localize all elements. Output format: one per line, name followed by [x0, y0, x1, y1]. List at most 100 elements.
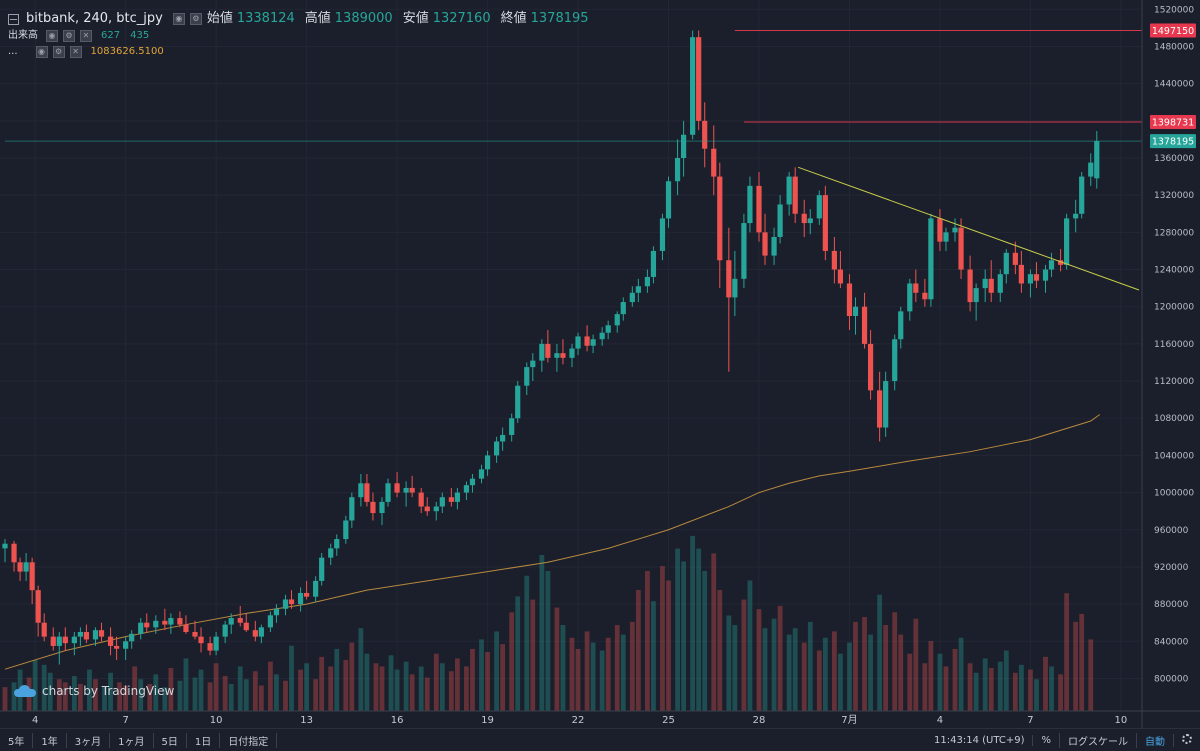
candle-body [192, 632, 198, 637]
candle-body [515, 385, 521, 419]
chart-settings-button[interactable] [1173, 733, 1200, 747]
log-scale-button[interactable]: ログスケール [1059, 732, 1136, 748]
volume-bar [762, 628, 768, 711]
ma-settings-icon[interactable]: ⚙ [52, 46, 65, 58]
volume-bar [1079, 613, 1085, 711]
ma-visibility-icon[interactable]: ◉ [35, 46, 48, 58]
volume-bar [1028, 669, 1033, 711]
timeframe-1m[interactable]: 1ヶ月 [110, 732, 154, 748]
volume-bar [470, 648, 475, 711]
volume-bar [71, 675, 77, 711]
volume-bar [937, 653, 943, 711]
price-marker-label: 1378195 [1152, 137, 1194, 148]
candle-body [433, 506, 439, 512]
volume-visibility-icon[interactable]: ◉ [46, 30, 58, 42]
percent-button[interactable]: % [1032, 734, 1059, 746]
x-tick-label: 22 [572, 715, 585, 726]
y-tick-label: 1480000 [1154, 42, 1194, 52]
volume-bar [786, 634, 792, 711]
auto-scale-button[interactable]: 自動 [1136, 732, 1173, 748]
candle-body [500, 434, 506, 442]
candle-body [777, 204, 783, 237]
tradingview-branding[interactable]: charts by TradingView [14, 684, 174, 698]
candle-body [1057, 260, 1064, 265]
volume-bar [509, 612, 515, 711]
candle-body [328, 548, 334, 558]
volume-bar [252, 671, 258, 711]
legend-main-row: bitbank, 240, btc_jpy ◉ ⚙ 始値 1338124 高値 … [8, 10, 589, 28]
volume-bar [228, 683, 234, 711]
candle-body [303, 592, 310, 597]
clock: 11:43:14 (UTC+9) [934, 734, 1025, 746]
volume-bar [313, 679, 319, 711]
trendline [798, 166, 1140, 291]
candle-body [852, 306, 859, 316]
candle-body [590, 339, 596, 346]
volume-bar [373, 663, 379, 711]
y-tick-label: 880000 [1154, 600, 1189, 610]
volume-bar [162, 687, 168, 711]
candle-body [807, 218, 813, 224]
volume-bar [102, 687, 107, 711]
date-range-button[interactable]: 日付指定 [220, 732, 278, 748]
candle-body [469, 478, 476, 486]
volume-close-icon[interactable]: ✕ [80, 30, 92, 42]
y-tick-label: 1440000 [1154, 80, 1194, 90]
collapse-icon[interactable] [8, 13, 19, 25]
volume-bar [192, 677, 198, 711]
candle-body [1012, 252, 1018, 265]
price-marker-badge [1150, 23, 1196, 38]
volume-bar [717, 590, 723, 711]
y-tick-label: 800000 [1154, 674, 1189, 684]
candle-body [967, 269, 973, 303]
volume-bar [448, 671, 454, 711]
volume-bar [268, 661, 273, 711]
volume-bar [418, 666, 424, 711]
volume-bar [524, 575, 530, 711]
candle-body [674, 158, 681, 182]
timeframe-5d[interactable]: 5日 [154, 732, 187, 748]
candle-body [599, 332, 605, 340]
timeframe-1y[interactable]: 1年 [33, 732, 67, 748]
volume-settings-icon[interactable]: ⚙ [63, 30, 75, 42]
candle-body [17, 562, 23, 572]
x-tick-label: 16 [391, 715, 404, 726]
timeframe-1d[interactable]: 1日 [187, 732, 221, 748]
settings-icon[interactable]: ⚙ [189, 13, 202, 25]
volume-bar [56, 679, 62, 711]
candle-body [394, 483, 400, 493]
volume-bar [47, 672, 53, 711]
legend: bitbank, 240, btc_jpy ◉ ⚙ 始値 1338124 高値 … [8, 10, 589, 60]
candle-body [448, 497, 454, 502]
volume-bar [907, 653, 913, 711]
candle-body [717, 176, 723, 261]
candle-body [569, 348, 575, 358]
volume-bar [358, 628, 364, 711]
volume-bar [500, 644, 506, 711]
volume-bar [349, 642, 355, 711]
volume-bar [117, 682, 123, 711]
volume-bar [1003, 650, 1009, 711]
volume-bar [1088, 639, 1094, 711]
volume-bar [651, 601, 656, 711]
volume-bar [1043, 656, 1048, 711]
candle-body [319, 557, 325, 581]
candle-body [1064, 218, 1070, 265]
ma-label: ... [8, 46, 18, 57]
timeframe-3m[interactable]: 3ヶ月 [67, 732, 111, 748]
timeframe-5y[interactable]: 5年 [0, 732, 34, 748]
volume-bar [635, 590, 641, 711]
candle-body [364, 483, 370, 502]
volume-bar [433, 653, 439, 711]
candle-body [659, 218, 666, 251]
volume-bar [883, 625, 889, 711]
ma-close-icon[interactable]: ✕ [69, 46, 82, 58]
candle-body [207, 643, 213, 651]
candle-body [928, 218, 934, 300]
volume-bar [898, 634, 904, 711]
volume-bar [816, 650, 822, 711]
visibility-icon[interactable]: ◉ [172, 13, 185, 25]
volume-bar [132, 666, 138, 711]
y-tick-label: 960000 [1154, 526, 1189, 536]
